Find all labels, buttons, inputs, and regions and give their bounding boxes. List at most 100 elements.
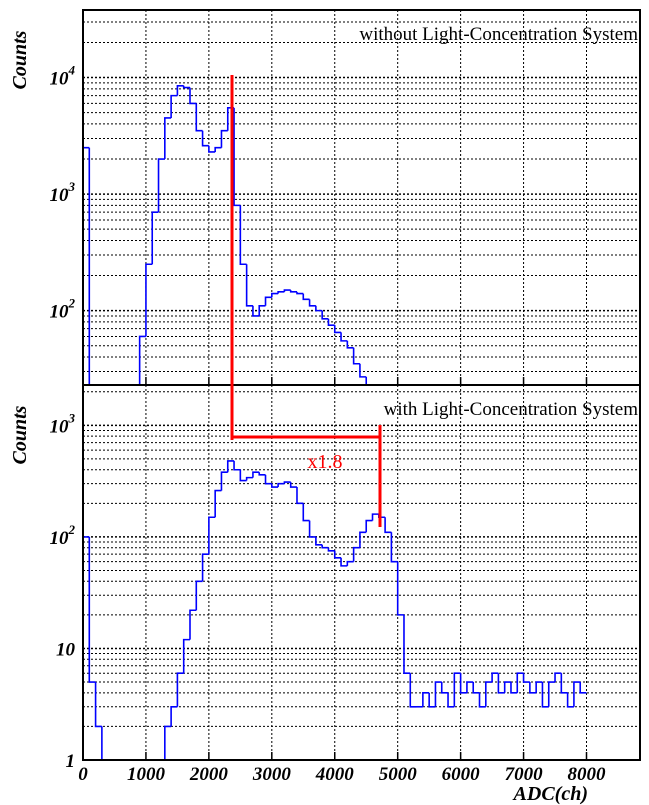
histogram-step — [289, 482, 297, 488]
y-axis-label: Counts — [9, 405, 31, 464]
histogram-step — [365, 376, 368, 385]
histogram-step — [535, 681, 543, 693]
histogram-step — [88, 147, 91, 385]
histogram-step — [302, 293, 310, 301]
histogram-step — [170, 94, 178, 118]
histogram-step — [96, 407, 102, 439]
histogram-step — [346, 340, 354, 349]
histogram-step — [214, 146, 222, 152]
histogram-step — [340, 332, 348, 342]
histogram — [83, 84, 404, 489]
histogram-step — [226, 460, 235, 473]
histogram-step — [365, 519, 373, 533]
histogram-step — [220, 471, 228, 491]
x-axis-label: ADC(ch) — [512, 783, 588, 805]
histogram-step — [352, 347, 360, 365]
y-tick-label: 102 — [50, 522, 76, 549]
histogram-step — [497, 673, 505, 694]
y-tick-base: 10 — [50, 185, 70, 206]
histogram-step — [352, 546, 360, 562]
histogram-step — [182, 85, 190, 89]
histogram-step — [510, 682, 518, 694]
histogram-step — [133, 392, 139, 445]
histogram-step — [478, 692, 486, 708]
histogram-step — [214, 489, 222, 518]
histogram-step — [434, 681, 442, 707]
histogram-step — [359, 363, 367, 378]
histogram-step — [566, 692, 574, 708]
y-tick-label: 102 — [50, 296, 76, 323]
histogram-step — [327, 318, 335, 326]
histogram-step — [83, 146, 90, 385]
histogram-step — [308, 299, 316, 307]
frame — [82, 384, 641, 761]
y-tick-label: 104 — [50, 63, 76, 90]
x-tick-label: 4000 — [315, 764, 355, 785]
histogram-step — [264, 474, 272, 485]
histogram-step — [283, 289, 291, 292]
histogram-step — [145, 263, 153, 337]
histogram-step — [94, 682, 102, 728]
histogram-step — [573, 681, 581, 707]
y-tick-label: 103 — [50, 179, 76, 206]
histogram-step — [277, 482, 285, 488]
histogram-step — [466, 681, 474, 693]
histogram-step — [252, 471, 260, 478]
y-tick-base: 10 — [50, 528, 70, 549]
histogram-step — [189, 609, 197, 640]
histogram-step — [333, 550, 342, 559]
y-tick-exponent: 4 — [68, 63, 76, 78]
histogram-step — [151, 211, 159, 265]
histogram-step — [384, 517, 392, 534]
histogram-step — [516, 672, 524, 693]
histogram-step — [315, 305, 323, 312]
histogram-step — [127, 445, 133, 462]
histogram-step — [579, 682, 587, 694]
histogram-step — [164, 117, 172, 160]
histogram-step — [220, 129, 228, 148]
panel-title: with Light-Concentration System — [384, 399, 639, 420]
histogram-step — [409, 673, 417, 708]
x-tick-label: 3000 — [252, 764, 292, 785]
histogram-step — [554, 672, 562, 683]
histogram-step — [491, 672, 499, 683]
histogram-step — [302, 503, 310, 522]
histogram-step — [264, 296, 272, 306]
histogram-step — [164, 725, 172, 760]
histogram-step — [239, 469, 247, 482]
histogram-step — [472, 682, 480, 694]
histogram-step — [333, 325, 342, 334]
histogram-step — [398, 474, 404, 489]
histogram-step — [176, 84, 184, 96]
histogram-step — [447, 692, 455, 708]
histogram-step — [289, 290, 297, 293]
histogram-step — [83, 536, 90, 760]
histogram-step — [485, 681, 493, 707]
histogram-step — [233, 107, 241, 207]
y-tick-label: 103 — [50, 410, 76, 437]
histogram-step — [108, 453, 114, 462]
histogram-step — [522, 673, 530, 683]
histogram-step — [233, 460, 241, 471]
x-tick-label: 0 — [78, 764, 88, 785]
histogram-step — [189, 87, 197, 105]
annotation-text: x1.8 — [308, 451, 343, 473]
histogram-step — [308, 520, 316, 538]
histogram-step — [346, 560, 354, 566]
histogram-step — [277, 291, 285, 294]
histogram — [83, 460, 587, 760]
histogram-step — [503, 681, 511, 693]
histogram-step — [371, 513, 379, 521]
histogram-step — [271, 292, 279, 298]
histogram-step — [157, 158, 165, 213]
histogram-step — [359, 531, 367, 548]
histogram-step — [88, 536, 96, 683]
histogram-step — [208, 145, 216, 153]
histogram-step — [208, 516, 216, 555]
x-tick-label: 8000 — [568, 764, 607, 785]
histogram-step — [560, 673, 568, 694]
panel-title: without Light-Concentration System — [359, 24, 638, 45]
histogram-step — [245, 476, 253, 481]
y-tick-base: 10 — [50, 302, 70, 323]
